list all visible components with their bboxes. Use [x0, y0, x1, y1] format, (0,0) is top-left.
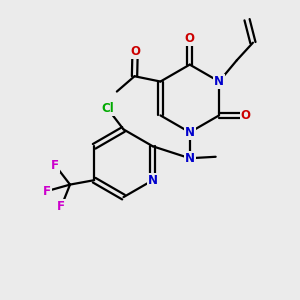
Text: O: O	[185, 32, 195, 45]
Text: F: F	[57, 200, 65, 213]
Text: O: O	[130, 45, 140, 58]
Text: Cl: Cl	[101, 102, 114, 115]
Text: N: N	[148, 174, 158, 187]
Text: N: N	[185, 126, 195, 139]
Text: F: F	[43, 184, 51, 198]
Text: N: N	[214, 75, 224, 88]
Text: F: F	[51, 159, 59, 172]
Text: N: N	[185, 152, 195, 165]
Text: O: O	[241, 109, 250, 122]
